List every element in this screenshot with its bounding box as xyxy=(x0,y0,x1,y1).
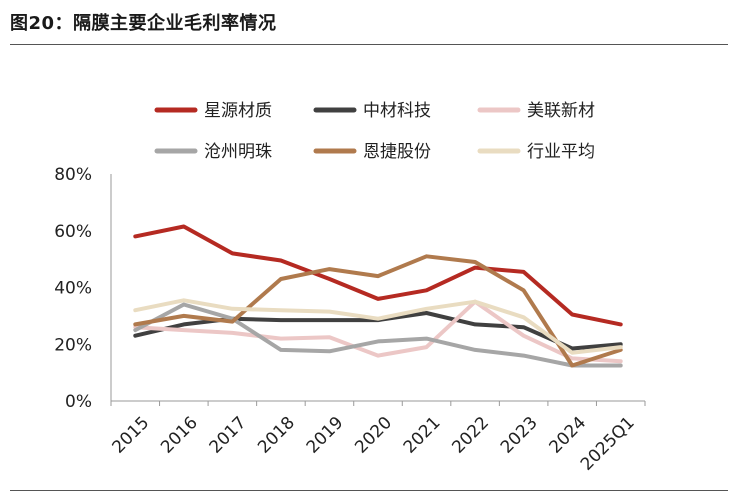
x-tick-label: 2024 xyxy=(545,413,590,458)
y-tick-label: 20% xyxy=(54,335,92,355)
x-tick-label: 2015 xyxy=(109,413,154,458)
y-tick-label: 0% xyxy=(65,392,92,412)
x-tick-label: 2021 xyxy=(400,413,445,458)
series-line xyxy=(133,298,623,355)
x-tick-label: 2017 xyxy=(206,413,251,458)
y-tick-label: 60% xyxy=(54,222,92,242)
series-lines xyxy=(133,224,623,368)
y-tick-label: 40% xyxy=(54,279,92,299)
series-line xyxy=(133,254,623,368)
top-divider xyxy=(10,44,728,45)
legend-label: 中材科技 xyxy=(363,101,431,121)
y-tick-label: 80% xyxy=(54,165,92,185)
legend-label: 星源材质 xyxy=(204,101,272,121)
x-tick-label: 2023 xyxy=(497,413,542,458)
x-tick-label: 2022 xyxy=(448,413,493,458)
x-tick-label: 2016 xyxy=(157,413,202,458)
legend-label: 行业平均 xyxy=(527,142,595,162)
bottom-divider xyxy=(10,490,728,491)
legend-label: 恩捷股份 xyxy=(363,142,431,162)
series-line xyxy=(133,302,623,368)
x-tick-label: 2025Q1 xyxy=(577,413,639,475)
legend-label: 美联新材 xyxy=(527,101,595,121)
x-tick-label: 2019 xyxy=(303,413,348,458)
series-line xyxy=(133,299,623,364)
series-line xyxy=(133,224,623,327)
x-tick-label: 2020 xyxy=(351,413,396,458)
x-tick-label: 2018 xyxy=(254,413,299,458)
figure-title: 图20：隔膜主要企业毛利率情况 xyxy=(10,13,277,34)
legend-label: 沧州明珠 xyxy=(204,142,272,162)
